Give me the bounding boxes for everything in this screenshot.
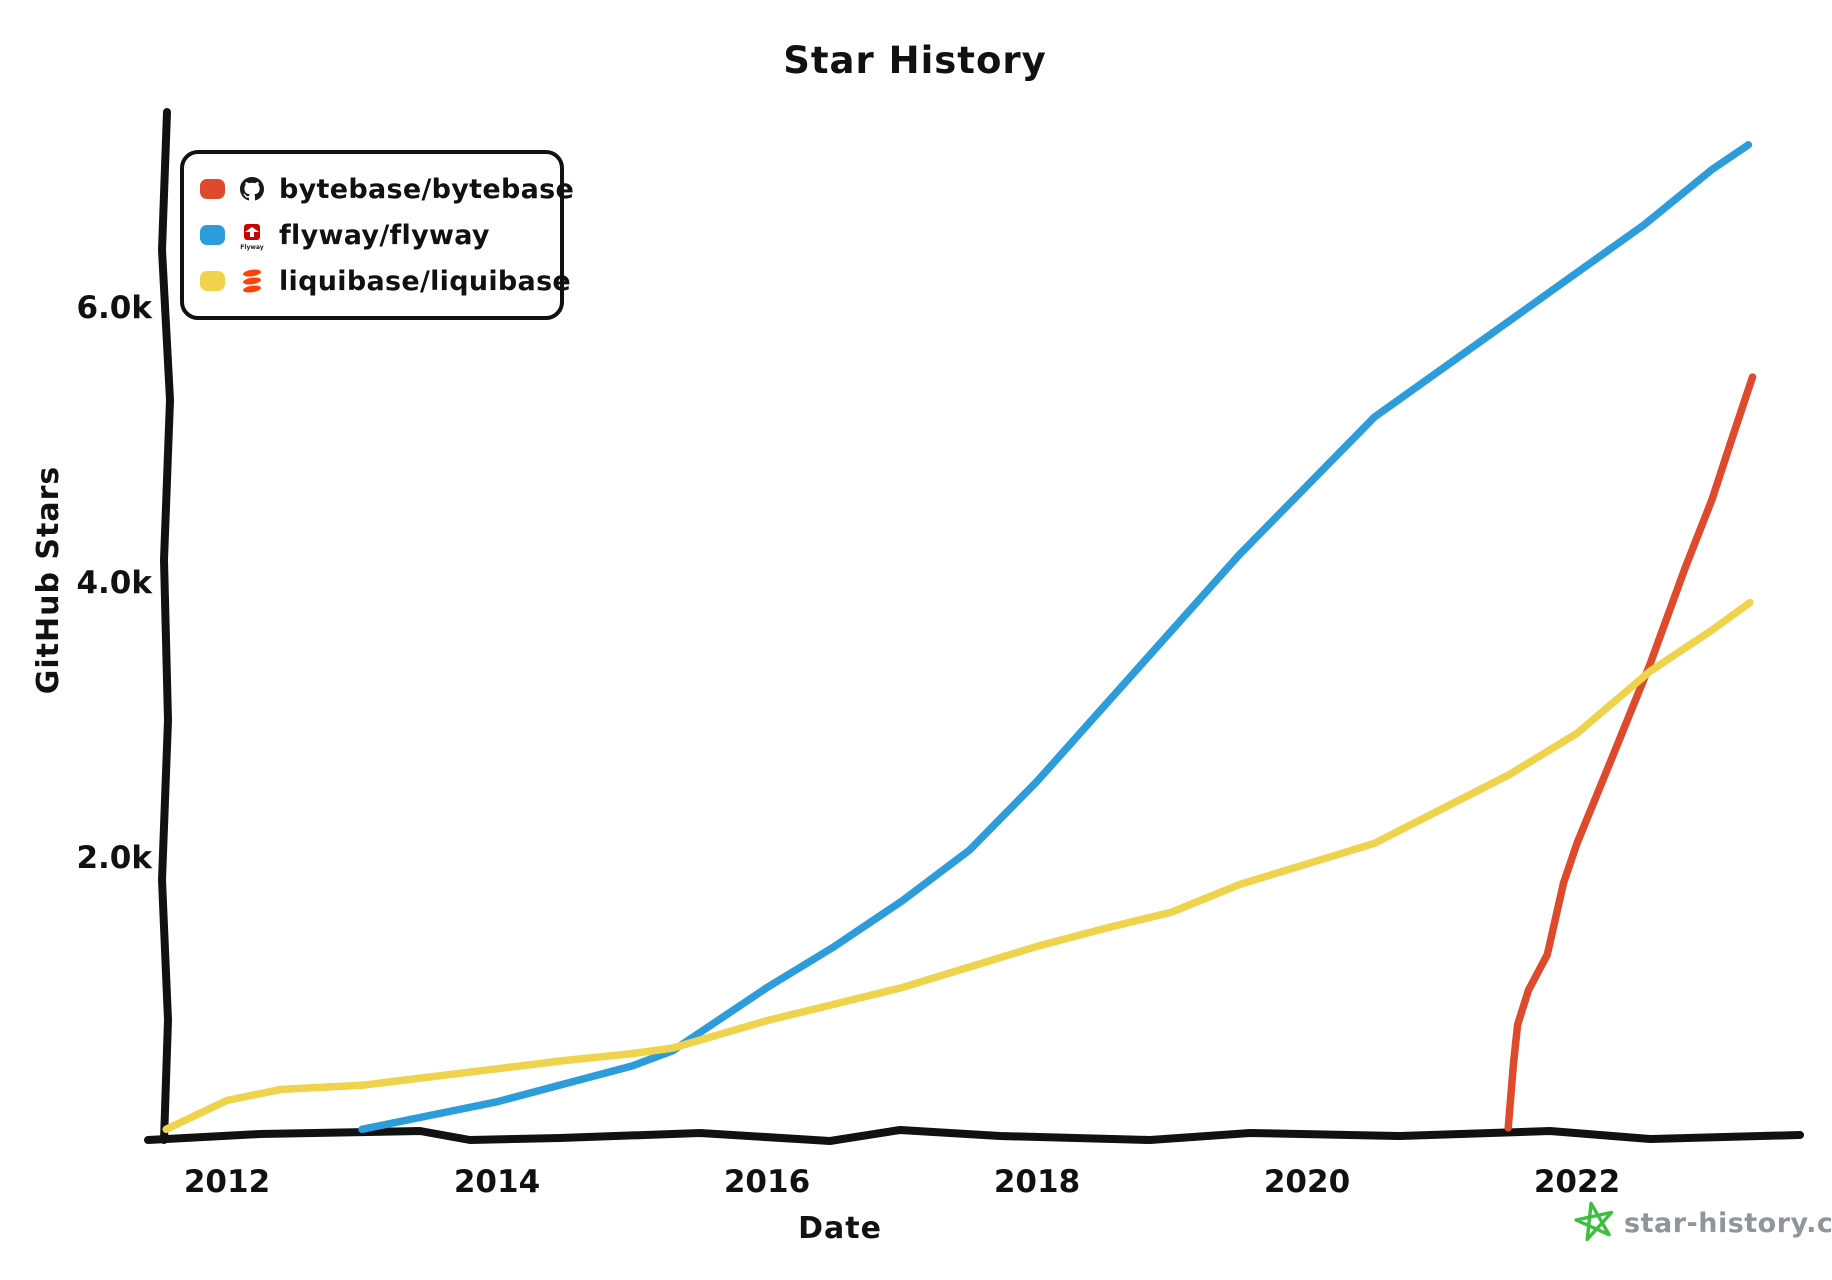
legend-swatch bbox=[200, 179, 225, 199]
watermark-text: star-history.com bbox=[1624, 1208, 1832, 1239]
x-tick-label-2020: 2020 bbox=[1264, 1164, 1350, 1200]
x-tick-label-2016: 2016 bbox=[724, 1164, 810, 1200]
watermark[interactable]: star-history.com bbox=[1573, 1200, 1832, 1242]
x-axis-line bbox=[144, 1126, 1804, 1145]
legend-item-flyway: Flyway flyway/flyway bbox=[200, 212, 550, 258]
legend-label: liquibase/liquibase bbox=[279, 265, 572, 297]
liquibase-logo-icon bbox=[238, 267, 266, 295]
flyway-logo-wordmark: Flyway bbox=[240, 244, 264, 251]
legend-label: bytebase/bytebase bbox=[279, 173, 575, 205]
legend-label: flyway/flyway bbox=[279, 219, 490, 251]
y-tick-label-4.0k: 4.0k bbox=[76, 565, 153, 601]
series-line-liquibase bbox=[162, 598, 1754, 1134]
y-axis-line bbox=[158, 108, 174, 1144]
legend-swatch bbox=[200, 271, 225, 291]
legend-box: bytebase/bytebase Flyway flyway/flyway liqu… bbox=[180, 150, 574, 320]
legend-item-bytebase: bytebase/bytebase bbox=[200, 166, 574, 212]
flyway-logo-icon: Flyway bbox=[238, 221, 266, 251]
x-tick-label-2012: 2012 bbox=[184, 1164, 270, 1200]
github-mark-icon bbox=[238, 175, 266, 203]
legend-swatch bbox=[200, 225, 225, 245]
series-line-flyway bbox=[358, 141, 1753, 1134]
y-axis-title: GitHub Stars bbox=[31, 466, 66, 694]
x-tick-label-2014: 2014 bbox=[454, 1164, 540, 1200]
chart-title: Star History bbox=[783, 39, 1047, 82]
y-tick-label-6.0k: 6.0k bbox=[76, 290, 153, 326]
star-icon bbox=[1574, 1201, 1614, 1242]
x-tick-label-2018: 2018 bbox=[994, 1164, 1080, 1200]
series-line-bytebase bbox=[1504, 373, 1757, 1132]
x-tick-label-2022: 2022 bbox=[1534, 1164, 1620, 1200]
x-axis-title: Date bbox=[798, 1211, 882, 1246]
y-tick-label-2.0k: 2.0k bbox=[76, 840, 153, 876]
legend-item-liquibase: liquibase/liquibase bbox=[200, 258, 571, 304]
